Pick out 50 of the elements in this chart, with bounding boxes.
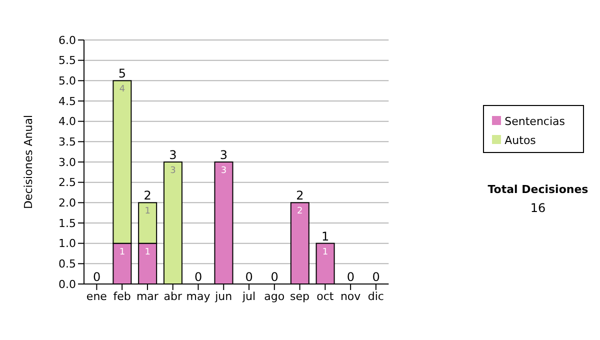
total-label: 1 <box>321 229 330 244</box>
y-tick-label: 0.5 <box>58 258 76 271</box>
x-tick-label: abr <box>164 290 182 303</box>
total-label: 5 <box>118 66 126 81</box>
total-label: 0 <box>346 270 354 284</box>
total-label: 3 <box>169 148 177 162</box>
y-tick-label: 2.0 <box>58 196 76 210</box>
legend-label: Autos <box>504 134 536 147</box>
x-tick-label: jul <box>241 290 256 303</box>
y-tick-label: 6.0 <box>58 34 76 47</box>
total-label: 3 <box>220 148 228 162</box>
total-label: 0 <box>194 270 202 284</box>
x-tick-label: ago <box>264 290 285 303</box>
total-label: 0 <box>92 270 101 284</box>
data-label: 1 <box>144 247 150 258</box>
y-tick-label: 4.5 <box>58 94 76 108</box>
data-label: 3 <box>170 166 176 176</box>
y-tick-label: 1.5 <box>58 216 76 230</box>
y-tick-label: 3.0 <box>58 156 76 169</box>
data-label: 1 <box>119 247 126 258</box>
data-label: 1 <box>144 206 150 217</box>
y-tick-label: 5.0 <box>58 74 76 88</box>
data-label: 2 <box>297 206 303 217</box>
total-label: 2 <box>144 188 152 203</box>
y-tick-label: 4.0 <box>58 115 76 128</box>
text: 16 <box>529 201 547 215</box>
total-label: 2 <box>296 188 304 203</box>
x-tick-label: sep <box>290 290 310 303</box>
x-tick-label: dic <box>368 290 384 303</box>
text: Total Decisiones <box>486 183 590 196</box>
total-label: 0 <box>372 270 380 284</box>
legend-label: Sentencias <box>504 115 565 128</box>
y-tick-label: 0.0 <box>58 278 76 291</box>
y-tick-label: 1.0 <box>58 237 76 250</box>
total-label: 0 <box>245 270 253 284</box>
x-tick-label: feb <box>113 290 131 303</box>
y-tick-label: 2.5 <box>58 176 76 190</box>
x-tick-label: may <box>186 290 211 303</box>
x-tick-label: ene <box>86 290 108 303</box>
y-axis-title: Decisiones Anual <box>22 114 35 210</box>
x-tick-label: oct <box>316 290 334 303</box>
x-tick-label: mar <box>136 290 159 303</box>
x-tick-label: jun <box>214 290 232 303</box>
x-tick-label: nov <box>340 290 362 303</box>
y-tick-label: 5.5 <box>58 54 76 68</box>
data-label: 3 <box>220 166 227 176</box>
data-label: 1 <box>322 247 328 258</box>
y-tick-label: 3.5 <box>58 136 76 149</box>
data-label: 4 <box>119 84 126 95</box>
total-label: 0 <box>270 270 278 284</box>
